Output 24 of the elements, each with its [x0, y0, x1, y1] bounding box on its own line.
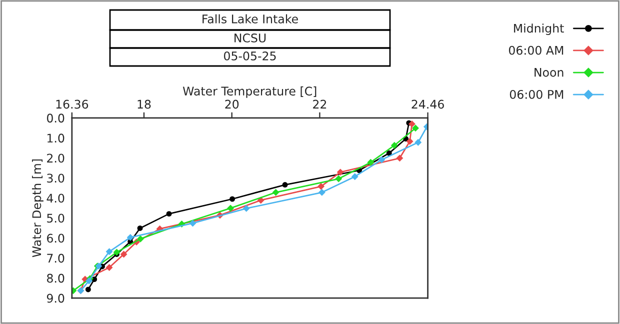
- y-tick-label: 6.0: [47, 234, 64, 243]
- x-tick-label: 20: [225, 100, 239, 109]
- y-tick-label: 5.0: [47, 214, 64, 223]
- y-tick-label: 3.0: [47, 174, 64, 183]
- x-tick-label: 18: [138, 100, 151, 109]
- y-tick-label: 8.0: [47, 274, 64, 283]
- text: 05-05-25: [224, 51, 276, 60]
- x-tick-label: 22: [313, 100, 326, 109]
- legend-label: 06:00 PM: [510, 90, 564, 99]
- chart-subtitle: NCSU: [234, 33, 266, 42]
- x-tick-label: 24.46: [412, 100, 444, 109]
- x-axis-title: Water Temperature [C]: [182, 86, 316, 98]
- x-tick-label: 16.36: [56, 100, 88, 109]
- y-tick-label: 4.0: [46, 194, 64, 203]
- y-tick-label: 9.0: [46, 294, 64, 303]
- y-tick-label: 0.0: [46, 114, 64, 123]
- legend-label: Midnight: [514, 24, 564, 36]
- legend-label: 06:00 AM: [508, 46, 564, 55]
- legend-label: Noon: [534, 68, 564, 77]
- chart-title: Falls Lake Intake: [202, 14, 298, 24]
- y-tick-label: 7.0: [47, 254, 64, 263]
- y-axis-title: Water Depth [m]: [32, 159, 44, 258]
- y-tick-label: 2.0: [47, 154, 64, 163]
- y-tick-label: 1.0: [48, 134, 64, 143]
